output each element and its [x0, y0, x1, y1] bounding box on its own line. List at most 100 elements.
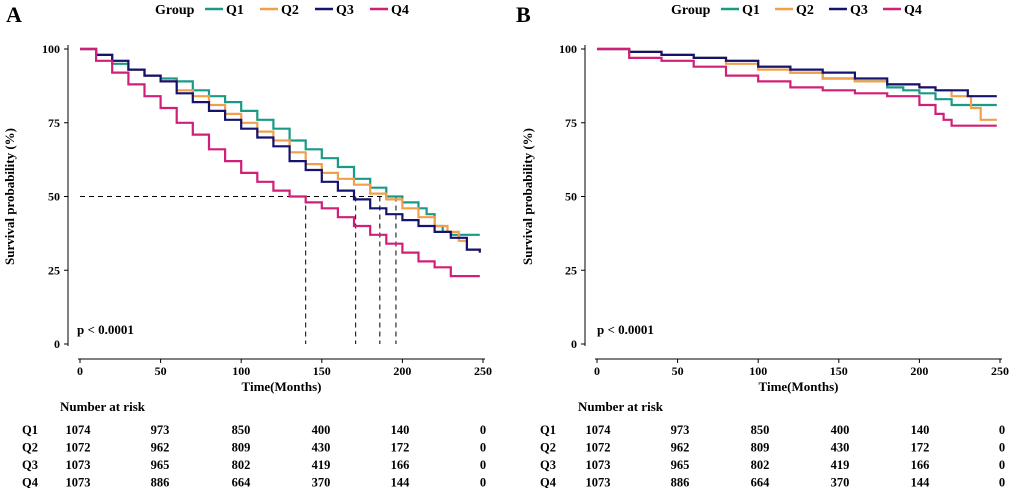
risk-cell: 965 [151, 458, 170, 472]
legend-label-q3: Q3 [850, 3, 868, 18]
y-tick-label: 0 [571, 337, 577, 351]
risk-cell: 1072 [586, 441, 611, 455]
risk-cell: 809 [232, 441, 251, 455]
x-axis-title: Time(Months) [242, 379, 322, 394]
risk-cell: 0 [480, 423, 486, 437]
x-tick-label: 150 [830, 364, 848, 378]
risk-row-label: Q4 [22, 476, 39, 488]
x-tick-label: 0 [77, 364, 83, 378]
x-tick-label: 50 [155, 364, 167, 378]
x-tick-label: 200 [393, 364, 411, 378]
risk-cell: 144 [391, 476, 411, 488]
risk-row-label: Q3 [540, 458, 556, 472]
legend-title: Group [671, 3, 711, 18]
risk-cell: 802 [232, 458, 251, 472]
x-tick-label: 200 [910, 364, 928, 378]
y-tick-label: 75 [48, 116, 60, 130]
risk-cell: 962 [151, 441, 170, 455]
risk-cell: 370 [312, 476, 331, 488]
risk-row-label: Q1 [540, 423, 556, 437]
risk-cell: 1073 [586, 476, 611, 488]
legend-label-q1: Q1 [226, 3, 244, 18]
risk-cell: 140 [391, 423, 410, 437]
x-tick-label: 100 [232, 364, 250, 378]
risk-cell: 400 [831, 423, 850, 437]
risk-cell: 973 [151, 423, 170, 437]
risk-cell: 1073 [586, 458, 611, 472]
x-tick-label: 250 [991, 364, 1009, 378]
series-line-q1 [80, 47, 480, 236]
y-tick-label: 100 [559, 42, 577, 56]
legend-title: Group [155, 3, 195, 18]
risk-cell: 172 [391, 441, 410, 455]
risk-cell: 0 [999, 458, 1005, 472]
risk-cell: 809 [751, 441, 770, 455]
risk-cell: 166 [391, 458, 410, 472]
risk-cell: 1074 [586, 423, 612, 437]
risk-cell: 144 [911, 476, 931, 488]
panel-b: B Group Q1 Q2 Q3 Q4 0 25 50 75 100 0 50 100 150 200 250 T… [516, 2, 1009, 488]
y-tick-label: 75 [565, 116, 577, 130]
legend-label-q1: Q1 [742, 3, 760, 18]
y-tick-label: 50 [565, 190, 577, 204]
risk-cell: 172 [911, 441, 930, 455]
legend-label-q4: Q4 [904, 3, 922, 18]
y-tick-label: 50 [48, 190, 60, 204]
x-tick-label: 150 [313, 364, 331, 378]
risk-row-label: Q1 [22, 423, 38, 437]
risk-cell: 973 [671, 423, 690, 437]
legend-label-q2: Q2 [281, 3, 299, 18]
risk-cell: 886 [671, 476, 690, 488]
risk-cell: 140 [911, 423, 930, 437]
x-axis-title: Time(Months) [759, 379, 839, 394]
risk-cell: 0 [480, 458, 486, 472]
risk-row-label: Q4 [540, 476, 557, 488]
risk-row-label: Q2 [22, 441, 38, 455]
risk-cell: 166 [911, 458, 930, 472]
risk-cell: 419 [831, 458, 850, 472]
series-line-q3 [80, 47, 481, 253]
p-value: p < 0.0001 [597, 322, 654, 337]
risk-cell: 1074 [66, 423, 92, 437]
risk-cell: 664 [751, 476, 771, 488]
risk-cell: 430 [312, 441, 331, 455]
risk-cell: 802 [751, 458, 770, 472]
risk-cell: 370 [831, 476, 850, 488]
risk-cell: 664 [232, 476, 252, 488]
series-line-q4 [597, 47, 997, 127]
risk-cell: 850 [751, 423, 770, 437]
legend-label-q3: Q3 [336, 3, 354, 18]
series-line-q4 [80, 47, 480, 278]
risk-table-title: Number at risk [60, 399, 146, 414]
risk-table-title: Number at risk [578, 399, 664, 414]
y-tick-label: 100 [42, 42, 60, 56]
risk-cell: 1073 [66, 476, 91, 488]
risk-cell: 0 [480, 476, 486, 488]
risk-cell: 430 [831, 441, 850, 455]
legend-label-q2: Q2 [796, 3, 814, 18]
panel-letter: B [516, 2, 531, 27]
risk-cell: 0 [999, 476, 1005, 488]
y-tick-label: 25 [48, 263, 60, 277]
risk-cell: 1073 [66, 458, 91, 472]
risk-row-label: Q3 [22, 458, 38, 472]
x-tick-label: 0 [594, 364, 600, 378]
risk-cell: 965 [671, 458, 690, 472]
risk-cell: 0 [480, 441, 486, 455]
risk-cell: 886 [151, 476, 170, 488]
risk-row-label: Q2 [540, 441, 556, 455]
risk-cell: 1072 [66, 441, 91, 455]
panel-letter: A [6, 2, 22, 27]
legend-label-q4: Q4 [391, 3, 409, 18]
x-tick-label: 100 [749, 364, 767, 378]
x-tick-label: 250 [474, 364, 492, 378]
panel-a: A Group Q1 Q2 Q3 Q4 0 25 50 75 100 0 50 100 150 200 250 T… [2, 2, 492, 488]
risk-cell: 0 [999, 423, 1005, 437]
risk-cell: 400 [312, 423, 331, 437]
y-axis-title: Survival probability (%) [2, 128, 17, 265]
series-line-q2 [80, 47, 481, 253]
risk-cell: 962 [671, 441, 690, 455]
series-line-q2 [597, 47, 997, 121]
risk-cell: 419 [312, 458, 331, 472]
series-line-q3 [597, 47, 997, 98]
